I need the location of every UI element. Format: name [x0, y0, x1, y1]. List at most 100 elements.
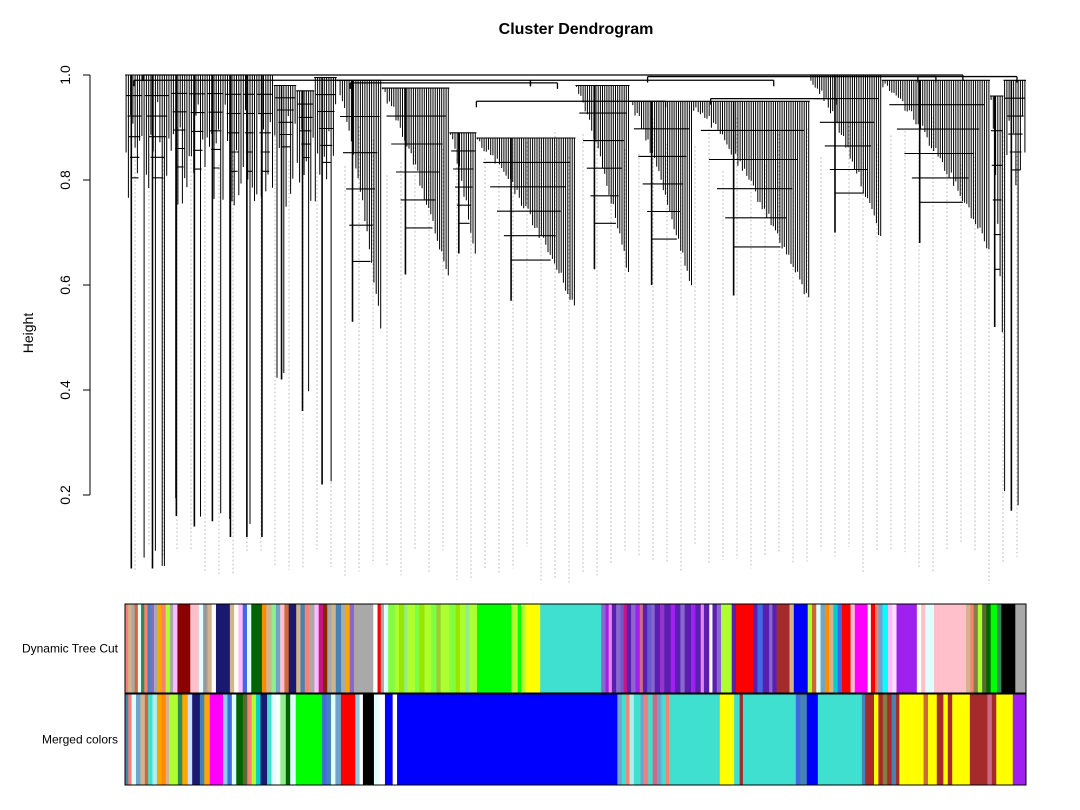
color-segment-darkturquoise [256, 694, 261, 785]
color-segment-lightcyan [816, 604, 821, 693]
clade-group [273, 84, 297, 380]
color-segment-darkgreen [251, 604, 263, 693]
merged-colors-bar [125, 694, 1027, 785]
color-segment-turquoise [148, 694, 153, 785]
color-segment-slateblue [620, 604, 624, 693]
color-segment-darkgrey [327, 604, 332, 693]
color-segment-brown [878, 694, 884, 785]
color-segment-midnightblue [260, 694, 268, 785]
color-segment-purple [605, 604, 609, 693]
color-segment-skyblue3 [878, 604, 883, 693]
color-segment-indigo [753, 604, 758, 693]
color-segment-indigo [712, 604, 718, 693]
color-segment-lime_light [449, 604, 456, 693]
top-level-merges [133, 74, 1018, 108]
color-segment-red [377, 604, 382, 693]
color-segment-brown [896, 694, 900, 785]
color-segment-turquoise [675, 694, 721, 785]
color-segment-purple [691, 604, 696, 693]
color-segment-tan [296, 604, 301, 693]
color-segment-lightgreen [280, 694, 287, 785]
color-segment-lime_light [388, 604, 395, 693]
clade-group [575, 84, 630, 272]
color-segment-tan [165, 694, 170, 785]
color-segment-orange [345, 604, 351, 693]
y-tick-label: 0.8 [57, 170, 73, 190]
dynamic-tree-cut-label: Dynamic Tree Cut [22, 642, 119, 656]
clade-joins [692, 100, 810, 248]
color-segment-greenyellow [169, 694, 179, 785]
color-segment-darkgrey [354, 604, 374, 693]
color-segment-brown [865, 694, 875, 785]
color-segment-darkred [177, 604, 191, 693]
clade-joins [381, 87, 450, 229]
y-tick-label: 1.0 [57, 65, 73, 85]
color-segment-lightsteelblue1 [187, 694, 193, 785]
color-segment-royalblue [242, 604, 248, 693]
color-segment-darkgrey [341, 604, 346, 693]
merged-colors-label: Merged colors [42, 733, 118, 747]
color-segment-mediumpurple3 [769, 604, 773, 693]
color-segment-tan [966, 604, 971, 693]
color-segment-tan [140, 694, 146, 785]
color-segment-thistle1 [892, 604, 897, 693]
color-segment-red [870, 604, 876, 693]
color-segment-darkolivegreen [982, 604, 987, 693]
color-segment-plum1 [173, 604, 178, 693]
color-segment-darkolivegreen [242, 694, 248, 785]
color-segment-white [709, 604, 713, 693]
color-segment-yellow [899, 694, 924, 785]
color-segment-greenyellow [511, 604, 519, 693]
clade-joins [273, 84, 297, 148]
clade-group [170, 74, 189, 516]
color-segment-darkorange [261, 604, 267, 693]
y-axis-label: Height [20, 313, 36, 354]
color-segment-red [340, 694, 356, 785]
color-segment-sienna3 [284, 604, 290, 693]
color-segment-violetred [623, 604, 628, 693]
color-segment-indigo [772, 604, 777, 693]
color-segment-indigo [695, 604, 701, 693]
color-segment-white [867, 604, 872, 693]
color-segment-greenyellow [469, 604, 478, 693]
color-segment-turquoise [817, 694, 863, 785]
color-segment-salmon [128, 694, 132, 785]
color-segment-salmon [970, 604, 974, 693]
chart-title: Cluster Dendrogram [499, 21, 654, 38]
color-segment-greenyellow [721, 604, 733, 693]
color-segment-mediumpurple3 [651, 604, 655, 693]
color-segment-lightcyan [231, 694, 237, 785]
color-segment-indigo [762, 604, 770, 693]
color-segment-white [359, 694, 364, 785]
color-segment-cyan [882, 604, 889, 693]
color-segment-darkgrey [169, 604, 174, 693]
color-segment-darkgreen [986, 604, 991, 693]
color-segment-tan [829, 604, 834, 693]
color-segment-violet [700, 604, 705, 693]
color-segment-red [736, 604, 754, 693]
color-segment-pink [933, 604, 967, 693]
color-segment-purple [670, 604, 676, 693]
color-segment-violet [608, 604, 613, 693]
color-segment-white [275, 694, 281, 785]
color-segment-lime_mid [419, 604, 425, 693]
color-segment-plum1 [238, 604, 244, 693]
color-segment-greenyellow [440, 604, 450, 693]
color-segment-steelblue [861, 694, 866, 785]
color-segment-grey60 [203, 604, 208, 693]
y-axis: 0.2 0.4 0.6 0.8 1.0 [57, 65, 91, 505]
color-segment-teal [997, 604, 1002, 693]
color-segment-teal [141, 604, 145, 693]
clade-leaves [990, 96, 1003, 333]
color-segment-turquoise [669, 694, 677, 785]
color-segment-turquoise [742, 694, 797, 785]
color-segment-pink [850, 604, 856, 693]
color-segment-skyblue3 [820, 604, 826, 693]
color-segment-mediumpurple3 [631, 604, 636, 693]
color-segment-steelblue [326, 694, 332, 785]
color-segment-salmon [125, 604, 129, 693]
color-segment-darkgrey [380, 604, 385, 693]
color-segment-blue [384, 694, 393, 785]
color-segment-violetred [318, 604, 324, 693]
